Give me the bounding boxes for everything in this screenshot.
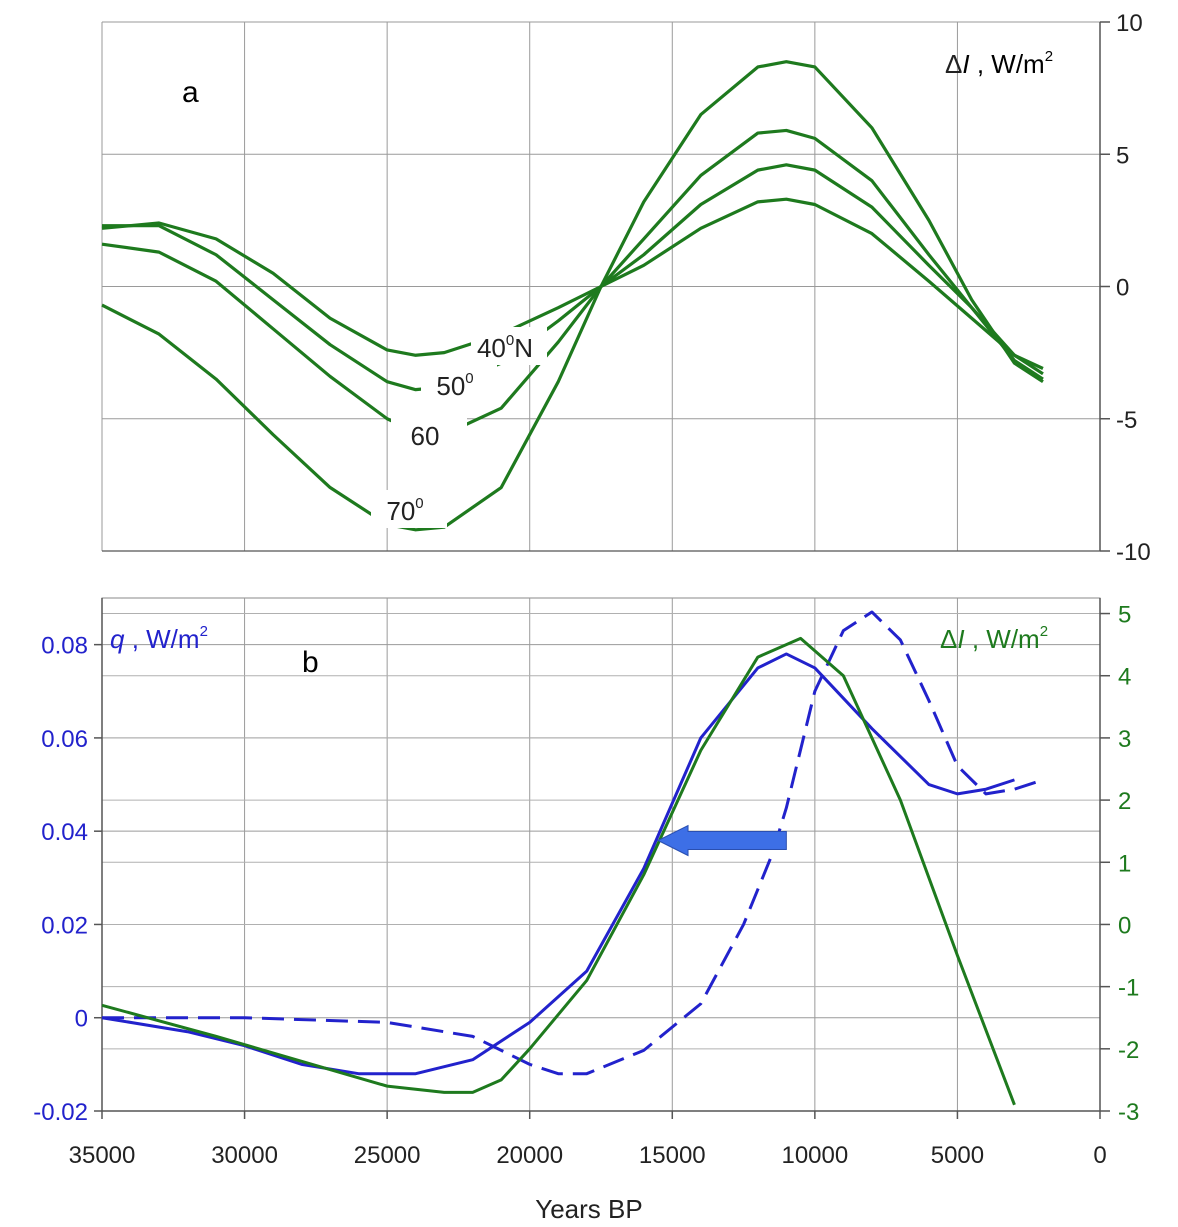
panel-b-letter: b [302, 646, 319, 679]
x-tick-label: 25000 [354, 1142, 421, 1169]
line-series-0 [101, 197, 1044, 370]
panel-b: -0.02 0 0.02 0.04 0.06 0.08 -3 -2 -1 0 1 2 3 4 5 3500… [33, 597, 1139, 1224]
left-tick-label: 0.02 [41, 912, 88, 939]
x-tick-label: 20000 [496, 1142, 563, 1169]
right-tick-label: -3 [1118, 1099, 1139, 1126]
y-tick-label: 10 [1116, 10, 1143, 37]
series-label-3: 700 [386, 495, 423, 526]
series-label-1: 500 [436, 370, 473, 401]
left-tick-label: 0.08 [41, 633, 88, 660]
right-tick-label: -2 [1118, 1037, 1139, 1064]
series-label-bg [371, 490, 447, 528]
series-label-2: 60 [411, 421, 440, 451]
x-tick-label: 30000 [211, 1142, 278, 1169]
y-tick-label: -10 [1116, 539, 1151, 566]
series-label-bg [421, 365, 497, 403]
panel-b-left-label: q , W/m2 [110, 623, 208, 654]
y-tick-label: 0 [1116, 275, 1129, 302]
x-tick-label: 0 [1093, 1142, 1106, 1169]
left-tick-label: 0 [75, 1006, 88, 1033]
right-tick-label: 0 [1118, 912, 1131, 939]
line-series-1 [102, 163, 1044, 392]
series-label-bg [391, 415, 467, 453]
x-tick-label: 15000 [639, 1142, 706, 1169]
right-tick-label: 1 [1118, 850, 1131, 877]
panel-b-grid [101, 597, 1101, 1112]
plot-border [101, 597, 1101, 1112]
panel-b-right-label: ΔI , W/m2 [940, 623, 1048, 654]
panel-b-left-ticks: -0.02 0 0.02 0.04 0.06 0.08 [33, 633, 102, 1126]
shift-arrow [656, 824, 787, 857]
panel-b-right-ticks: -3 -2 -1 0 1 2 3 4 5 [1100, 602, 1139, 1126]
panel-b-series [101, 610, 1044, 1106]
panel-a-y-ticks: 10 5 0 -5 -10 [1100, 10, 1151, 566]
y-tick-label: 5 [1116, 142, 1129, 169]
line-series-b-0-solid [101, 652, 1015, 1076]
right-tick-label: 3 [1118, 726, 1131, 753]
right-tick-label: 2 [1118, 788, 1131, 815]
series-label-0: 400N [477, 332, 533, 363]
line-series-b-2-solid [101, 636, 1016, 1106]
x-tick-label: 35000 [69, 1142, 136, 1169]
line-series-3 [101, 60, 1044, 532]
left-tick-label: 0.04 [41, 819, 88, 846]
panel-a-ylabel: ΔI , W/m2 [945, 48, 1053, 79]
y-tick-label: -5 [1116, 407, 1137, 434]
x-axis-label: Years BP [535, 1194, 642, 1224]
series-label-bg [471, 327, 547, 365]
arrow-shape [656, 824, 787, 857]
panel-a-series [101, 60, 1044, 532]
right-tick-label: 4 [1118, 664, 1131, 691]
right-tick-label: -1 [1118, 975, 1139, 1002]
line-series-b-1-dashed [102, 610, 1044, 1076]
left-tick-label: -0.02 [33, 1099, 88, 1126]
x-tick-label: 5000 [931, 1142, 984, 1169]
right-tick-label: 5 [1118, 602, 1131, 629]
panel-b-x-ticks: 35000 30000 25000 20000 15000 10000 5000 0 [69, 1111, 1107, 1169]
x-tick-label: 10000 [781, 1142, 848, 1169]
panel-a-letter: a [182, 76, 199, 109]
left-tick-label: 0.06 [41, 726, 88, 753]
